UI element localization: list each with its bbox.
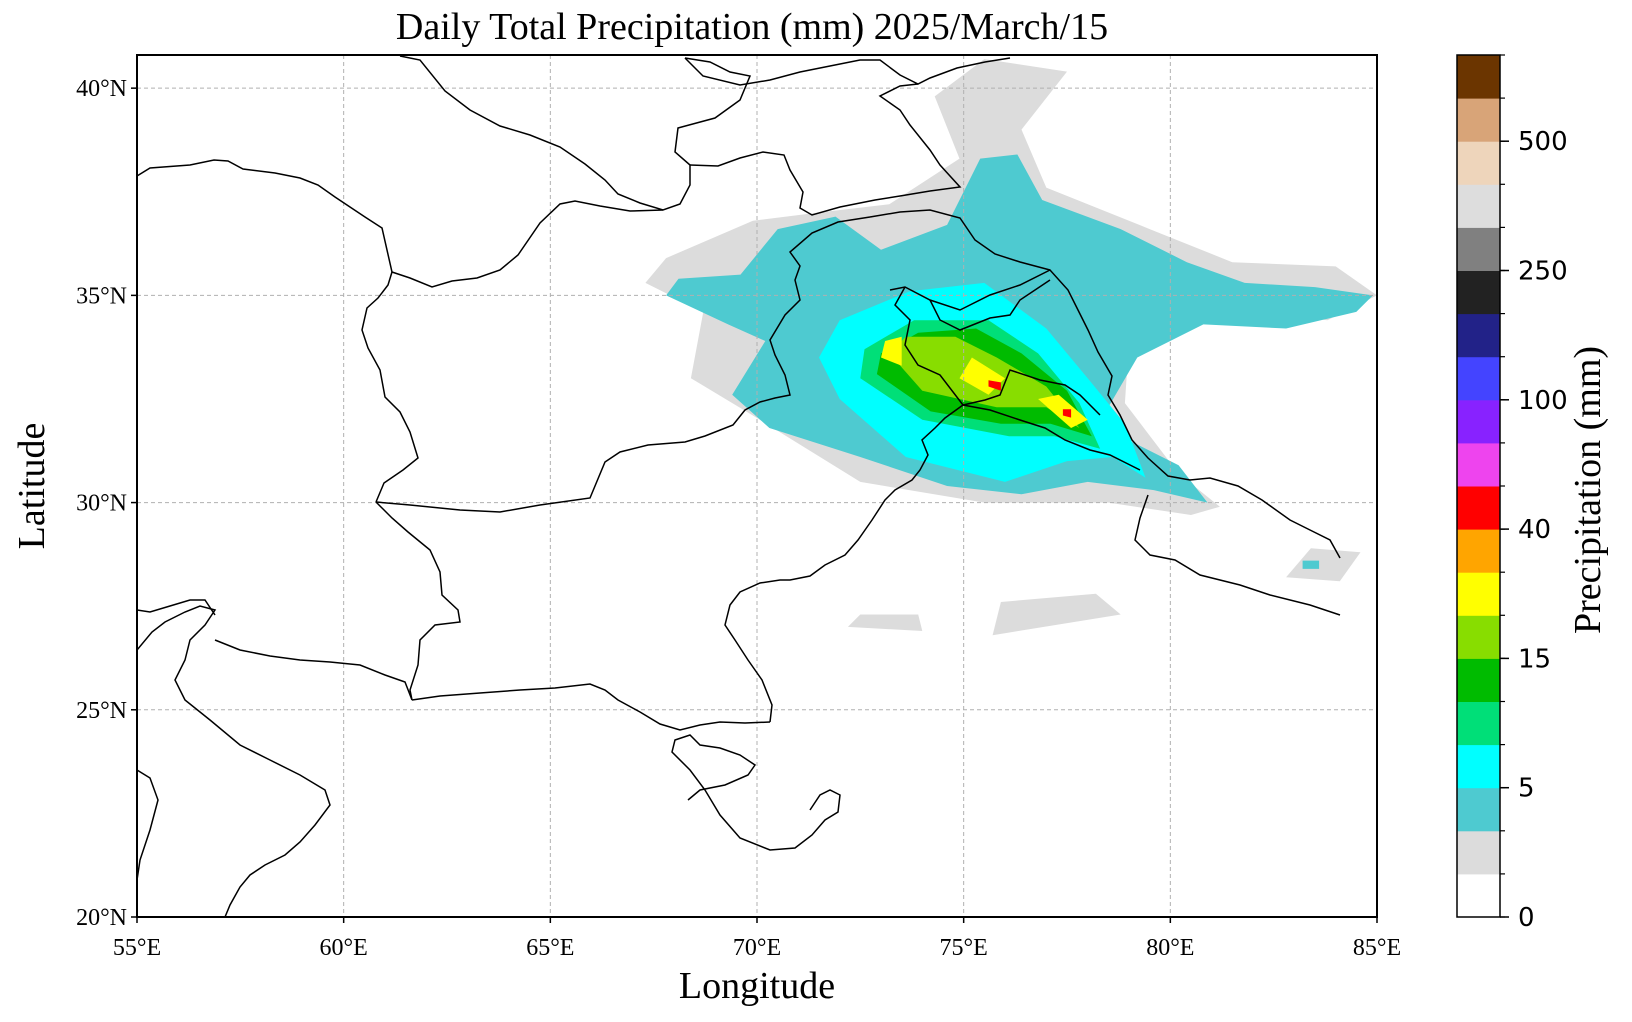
colorbar-segment [1457,658,1500,702]
precip-region-level-1 [847,614,923,631]
border-pakistan-india [724,404,964,723]
lon-tick-label: 60°E [320,935,368,961]
colorbar-segment [1457,55,1500,99]
border-iran-coast-west [214,639,413,701]
colorbar-segment [1457,141,1500,185]
border-afghanistan-iran [361,271,419,503]
border-india-interior [962,404,1141,471]
colorbar-segment [1457,873,1500,918]
colorbar-label: Precipitation (mm) [1567,346,1609,634]
coast-gujarat [671,734,841,851]
precip-region-level-7 [1038,394,1088,428]
colorbar-segment [1457,744,1500,789]
colorbar-segment [1457,529,1500,573]
border-kashmir [889,269,1341,559]
colorbar-segment [1457,701,1500,746]
border-tajikistan [689,83,962,216]
lat-tick-label: 30°N [76,491,127,517]
precip-region-level-2 [1302,560,1320,569]
lat-tick-label: 35°N [76,283,127,309]
precipitation-field [645,59,1377,636]
colorbar-segment [1457,98,1500,142]
precip-region-level-1 [992,593,1121,636]
border-ladakh [929,279,1051,331]
border-afghanistan-pakistan-south [375,216,871,513]
precip-region-level-9 [988,380,1001,391]
border-uzbekistan [399,55,752,211]
colorbar-segment [1457,486,1500,530]
colorbar-segment [1457,442,1500,487]
lon-tick-label: 65°E [526,935,574,961]
colorbar-segment [1457,572,1500,616]
colorbar-segment [1457,270,1500,315]
colorbar-tick-label: 100 [1518,386,1568,416]
border-iran-pakistan [375,501,461,701]
colorbar: 0 5 15 40 100 250 500 [1456,54,1568,933]
coast-pakistan [411,683,771,731]
lat-tick-label: 40°N [76,76,127,102]
precip-region-level-1 [1286,548,1361,582]
precip-region-level-9 [1062,409,1072,418]
coastlines-and-borders [137,55,1341,917]
colorbar-segment [1457,399,1500,444]
x-axis-label: Longitude [679,965,835,1007]
border-jammu [894,286,1101,416]
border-uae-oman [137,769,159,881]
colorbar-tick-label: 500 [1518,127,1568,157]
lon-tick-label: 80°E [1146,935,1194,961]
gridlines [137,55,1377,917]
lon-tick-label: 70°E [733,935,781,961]
y-axis-label: Latitude [11,423,53,550]
colorbar-segment [1457,787,1500,832]
longitude-ticks: 55°E 60°E 65°E 70°E 75°E 80°E 85°E [113,917,1401,961]
colorbar-segment [1457,615,1500,659]
colorbar-segment [1457,356,1500,401]
border-afghanistan-east [869,209,1051,271]
lon-tick-label: 85°E [1353,935,1401,961]
colorbar-tick-label: 250 [1518,257,1568,287]
coast-gulf [137,599,216,616]
colorbar-tick-label: 40 [1518,515,1551,545]
latitude-ticks: 20°N 25°N 30°N 35°N 40°N [76,76,137,931]
map-panel[interactable]: 55°E 60°E 65°E 70°E 75°E 80°E 85°E 20°N 25°N 30°… [76,54,1401,961]
colorbar-segment [1457,830,1500,875]
chart-title: Daily Total Precipitation (mm) 2025/Marc… [396,6,1108,48]
colorbar-tick-label: 15 [1518,644,1551,674]
colorbar-tick-label: 5 [1518,774,1535,804]
lat-tick-label: 25°N [76,698,127,724]
lat-tick-label: 20°N [76,905,127,931]
lon-tick-label: 55°E [113,935,161,961]
lon-tick-label: 75°E [940,935,988,961]
colorbar-segment [1457,184,1500,228]
border-nepal-india [1134,494,1341,616]
colorbar-segment [1457,313,1500,358]
colorbar-segment [1457,227,1500,271]
colorbar-tick-label: 0 [1518,903,1535,933]
border-kyrgyzstan [684,57,1011,86]
precip-region-level-7 [881,336,902,366]
coast-oman [137,605,331,917]
